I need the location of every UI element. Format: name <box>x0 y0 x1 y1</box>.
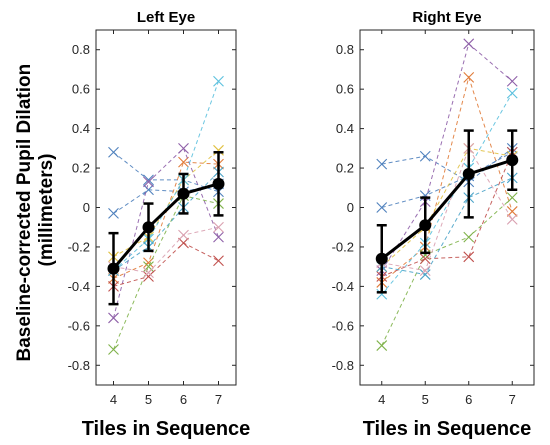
participant-marker <box>108 208 119 219</box>
y-tick-label: 0 <box>347 200 354 215</box>
participant-marker <box>178 229 189 241</box>
participant-line <box>381 92 513 295</box>
participant-line <box>113 161 219 279</box>
participant-line <box>113 147 219 319</box>
participant-marker <box>213 255 224 267</box>
mean-marker <box>462 167 475 180</box>
participant-marker <box>108 344 119 355</box>
y-tick-label: 0.8 <box>336 42 354 57</box>
y-tick-label: 0.4 <box>72 121 90 136</box>
mean-marker <box>419 219 432 232</box>
y-tick-label: -0.4 <box>332 279 354 294</box>
mean-marker <box>142 221 155 234</box>
participant-marker <box>213 231 224 243</box>
y-tick-label: 0.8 <box>72 42 90 57</box>
participant-marker <box>419 150 431 162</box>
x-tick-label: 7 <box>509 392 516 407</box>
participant-marker <box>376 202 388 213</box>
y-tick-label: 0.2 <box>72 161 90 176</box>
participant-marker <box>143 267 154 278</box>
x-tick-label: 4 <box>378 392 385 407</box>
participant-line <box>381 147 513 272</box>
participant-marker <box>463 38 475 50</box>
participant-marker <box>506 75 518 87</box>
participant-marker <box>419 253 431 265</box>
y-tick-label: -0.8 <box>332 358 354 373</box>
mean-line <box>380 158 513 260</box>
participant-line <box>381 75 513 283</box>
y-tick-label: 0.6 <box>72 82 90 97</box>
participant-marker <box>463 251 475 263</box>
participant-line <box>381 42 513 271</box>
participant-marker <box>463 231 475 243</box>
mean-marker <box>107 262 120 275</box>
participant-marker <box>178 156 189 168</box>
participant-marker <box>108 312 119 324</box>
y-tick-label: -0.6 <box>68 318 90 333</box>
x-tick-label: 5 <box>145 392 152 407</box>
participant-marker <box>213 221 224 233</box>
y-tick-label: 0.6 <box>336 82 354 97</box>
x-tick-label: 6 <box>180 392 187 407</box>
participant-marker <box>143 176 154 188</box>
participant-marker <box>419 265 431 276</box>
mean-marker <box>506 154 519 167</box>
x-axis-label: Tiles in Sequence <box>82 418 251 440</box>
y-axis-label-line2: (millimeters) <box>36 154 57 267</box>
participant-marker <box>143 271 154 282</box>
participant-marker <box>108 146 119 158</box>
participant-line <box>113 183 219 214</box>
left-eye-panel: -0.8 -0.6 -0.4 -0.2 0 0.2 0.4 0.6 0.8 4 5 6 7 Left Ey… <box>68 9 251 440</box>
participant-marker <box>419 269 431 280</box>
participant-line <box>381 147 513 268</box>
participant-marker <box>463 71 475 83</box>
participant-line <box>113 195 219 350</box>
participant-marker <box>143 174 154 186</box>
participant-marker <box>506 206 518 217</box>
y-axis-label: Baseline-corrected Pupil Dilation (milli… <box>14 58 57 361</box>
x-tick-label: 6 <box>465 392 472 407</box>
participant-marker <box>213 75 224 87</box>
x-tick-label: 4 <box>110 392 117 407</box>
y-tick-label: -0.2 <box>332 239 354 254</box>
participant-line <box>381 151 513 208</box>
mean-marker <box>375 252 388 265</box>
y-tick-label: -0.6 <box>332 318 354 333</box>
participant-marker <box>376 158 388 170</box>
y-tick-label: -0.4 <box>68 279 90 294</box>
mean-marker <box>177 187 190 200</box>
participant-line <box>381 177 513 276</box>
x-axis-label: Tiles in Sequence <box>363 418 532 440</box>
mean-marker <box>212 177 225 190</box>
panel-title: Right Eye <box>412 9 481 26</box>
y-tick-label: -0.8 <box>68 358 90 373</box>
right-eye-panel: -0.8 -0.6 -0.4 -0.2 0 0.2 0.4 0.6 0.8 4 5 6 7 Right E… <box>332 9 535 440</box>
mean-line <box>112 182 219 270</box>
participant-marker <box>376 288 388 300</box>
participant-marker <box>178 142 189 154</box>
participant-line <box>381 147 513 183</box>
participant-line <box>113 151 219 193</box>
participant-marker <box>506 213 518 225</box>
y-axis-label-line1: Baseline-corrected Pupil Dilation <box>14 64 35 362</box>
x-tick-label: 7 <box>215 392 222 407</box>
y-tick-label: -0.2 <box>68 239 90 254</box>
participant-line <box>113 149 219 258</box>
participant-line <box>381 152 513 277</box>
x-tick-label: 5 <box>422 392 429 407</box>
participant-line <box>113 226 219 274</box>
y-tick-label: 0 <box>83 200 90 215</box>
participant-marker <box>506 192 518 204</box>
y-tick-label: 0.2 <box>336 161 354 176</box>
y-tick-label: 0.4 <box>336 121 354 136</box>
participant-marker <box>506 87 518 99</box>
participant-line <box>113 81 219 271</box>
participant-marker <box>143 257 154 269</box>
panel-title: Left Eye <box>137 9 195 26</box>
participant-marker <box>213 144 224 156</box>
participant-marker <box>376 340 388 351</box>
participant-line <box>381 197 513 346</box>
participant-marker <box>178 237 189 249</box>
